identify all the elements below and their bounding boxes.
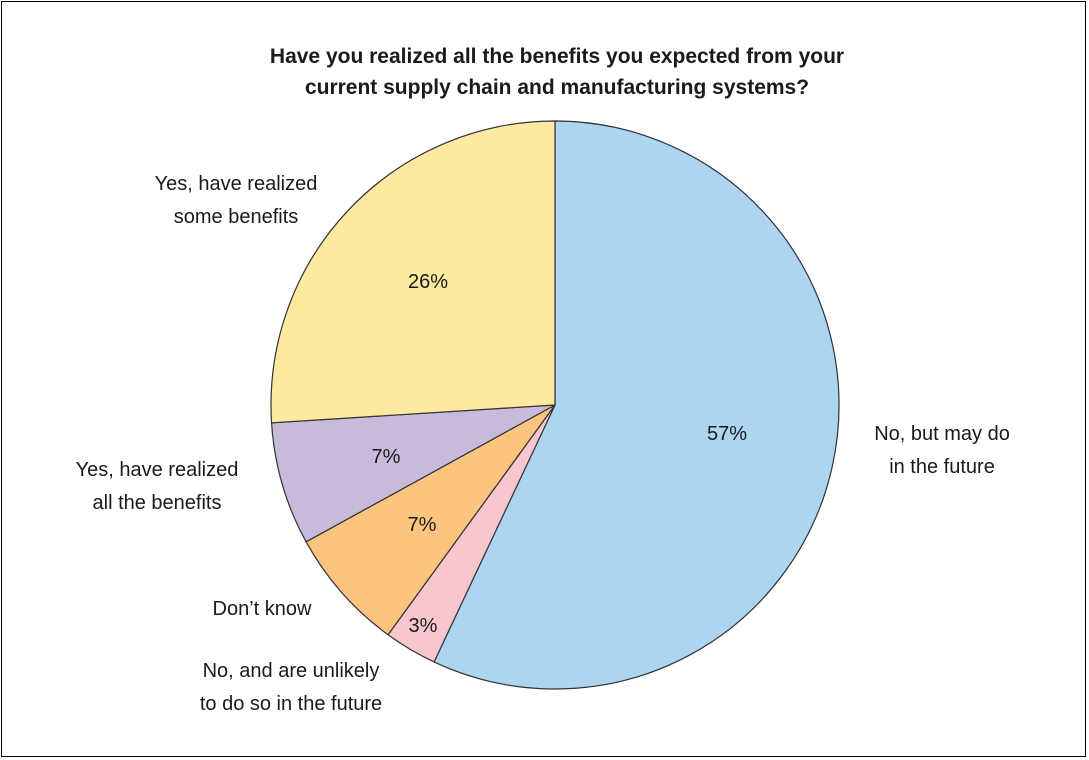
- slice-value-label-2: 7%: [408, 514, 437, 536]
- slice-value-label-4: 26%: [408, 271, 448, 293]
- slice-category-label-0-line-1: in the future: [889, 456, 995, 478]
- slice-category-label-4-line-0: Yes, have realized: [155, 173, 318, 195]
- slice-category-label-1-line-0: No, and are unlikely: [203, 660, 380, 682]
- pie-slice-3: [270, 404, 556, 543]
- slice-value-label-0: 57%: [707, 423, 747, 445]
- slice-category-label-3-line-1: all the benefits: [93, 492, 222, 514]
- chart-title-line-1: Have you realized all the benefits you e…: [270, 45, 844, 68]
- pie-slice-2: [305, 404, 556, 636]
- slice-category-label-2-line-0: Don’t know: [213, 598, 312, 620]
- chart-title-line-2: current supply chain and manufacturing s…: [305, 76, 809, 99]
- slice-category-label-4-line-1: some benefits: [174, 206, 299, 228]
- slice-value-label-1: 3%: [409, 615, 438, 637]
- slice-value-label-3: 7%: [372, 446, 401, 468]
- slice-category-label-0-line-0: No, but may do: [874, 423, 1010, 445]
- pie-slice-4: [270, 120, 556, 424]
- slice-category-label-1-line-1: to do so in the future: [200, 693, 382, 715]
- pie-slice-0: [433, 120, 840, 690]
- slice-category-label-3-line-0: Yes, have realized: [76, 459, 239, 481]
